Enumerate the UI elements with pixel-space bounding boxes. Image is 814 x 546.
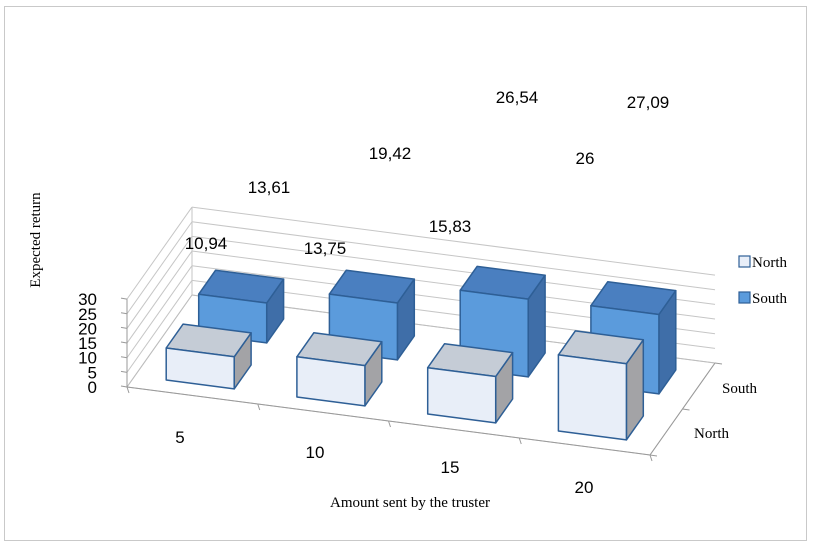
y-tick-mark xyxy=(120,297,128,300)
y-tick-label: 20 xyxy=(78,319,97,338)
x-tick-mark xyxy=(126,386,130,394)
data-label-south: 27,09 xyxy=(627,93,670,112)
x-tick-label: 5 xyxy=(175,428,184,447)
side-gridline xyxy=(126,280,193,373)
depth-tick-mark xyxy=(682,408,690,411)
side-gridline xyxy=(126,221,193,315)
data-label-south: 13,61 xyxy=(248,178,291,197)
y-tick-mark xyxy=(120,356,128,359)
bar-front xyxy=(557,354,628,441)
data-label-south: 19,42 xyxy=(369,144,412,163)
y-tick-mark xyxy=(120,312,128,315)
y-tick-mark xyxy=(120,326,128,329)
y-axis-label: Expected return xyxy=(28,192,44,288)
data-label-north: 26 xyxy=(576,149,595,168)
data-label-south: 26,54 xyxy=(496,88,539,107)
x-tick-label: 15 xyxy=(441,458,460,477)
data-label-north: 10,94 xyxy=(185,234,228,253)
x-tick-mark xyxy=(518,437,522,445)
depth-tick-mark xyxy=(649,454,658,457)
bar-north-10 xyxy=(296,332,383,407)
x-tick-mark xyxy=(257,403,261,411)
y-tick-mark xyxy=(120,341,128,344)
legend-swatch-north xyxy=(738,255,751,268)
back-gridline xyxy=(191,206,716,276)
y-tick-label: 25 xyxy=(78,305,97,324)
y-tick-mark xyxy=(120,385,128,388)
y-tick-label: 15 xyxy=(78,334,97,353)
depth-label-north: North xyxy=(694,426,729,442)
side-gridline xyxy=(126,265,193,358)
side-gridline xyxy=(126,206,193,300)
y-tick-label: 10 xyxy=(78,349,97,368)
bar-north-15 xyxy=(426,342,514,424)
bar-front xyxy=(296,356,366,407)
back-gridline xyxy=(191,221,716,291)
bar-front xyxy=(426,366,497,424)
y-tick-label: 5 xyxy=(88,363,97,382)
depth-tick-mark xyxy=(714,362,723,365)
y-tick-label: 0 xyxy=(88,378,97,397)
depth-label-south: South xyxy=(722,381,758,397)
x-tick-mark xyxy=(388,420,391,428)
x-axis-label: Amount sent by the truster xyxy=(330,495,490,511)
x-tick-mark xyxy=(649,454,653,462)
side-gridline xyxy=(126,236,193,329)
x-tick-label: 20 xyxy=(575,478,594,497)
bar-north-5 xyxy=(165,323,252,390)
legend-swatch-south xyxy=(738,291,751,304)
legend-label-south: South xyxy=(752,291,788,307)
bar-front xyxy=(165,347,235,390)
bars xyxy=(165,265,677,441)
bar-north-20 xyxy=(557,330,645,441)
side-gridline xyxy=(126,250,193,344)
data-label-north: 13,75 xyxy=(304,239,347,258)
y-tick-mark xyxy=(120,370,128,373)
legend-label-north: North xyxy=(752,255,787,271)
legend: North South xyxy=(738,255,788,307)
y-tick-label: 30 xyxy=(78,290,97,309)
data-label-north: 15,83 xyxy=(429,217,472,236)
data-labels: 10,94 13,75 15,83 26 13,61 19,42 26,54 27,09 xyxy=(185,88,670,258)
x-tick-label: 10 xyxy=(306,443,325,462)
chart-frame xyxy=(4,6,807,541)
